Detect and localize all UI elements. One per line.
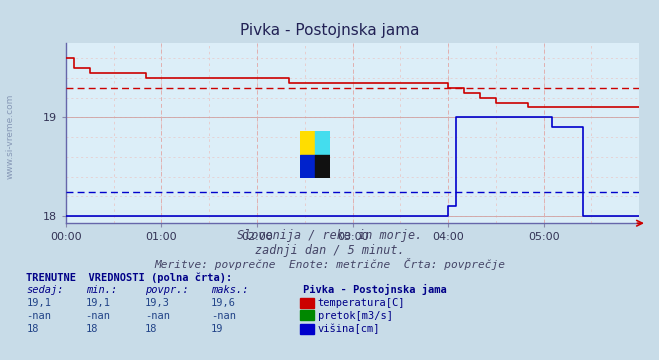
Text: 19,6: 19,6	[211, 298, 236, 308]
Bar	[300, 131, 315, 155]
Text: višina[cm]: višina[cm]	[318, 324, 380, 334]
Text: Pivka - Postojnska jama: Pivka - Postojnska jama	[240, 23, 419, 39]
Text: Slovenija / reke in morje.: Slovenija / reke in morje.	[237, 229, 422, 242]
Text: 18: 18	[26, 324, 39, 334]
Text: 19,3: 19,3	[145, 298, 170, 308]
Text: -nan: -nan	[145, 311, 170, 321]
Text: zadnji dan / 5 minut.: zadnji dan / 5 minut.	[254, 244, 405, 257]
Text: TRENUTNE  VREDNOSTI (polna črta):: TRENUTNE VREDNOSTI (polna črta):	[26, 272, 233, 283]
Text: 19,1: 19,1	[86, 298, 111, 308]
Bar	[315, 155, 330, 178]
Text: Pivka - Postojnska jama: Pivka - Postojnska jama	[303, 284, 447, 296]
Text: Meritve: povprečne  Enote: metrične  Črta: povprečje: Meritve: povprečne Enote: metrične Črta:…	[154, 258, 505, 270]
Text: -nan: -nan	[211, 311, 236, 321]
Text: maks.:: maks.:	[211, 285, 248, 296]
Text: sedaj:: sedaj:	[26, 285, 64, 296]
Text: 18: 18	[145, 324, 158, 334]
Text: temperatura[C]: temperatura[C]	[318, 298, 405, 308]
Bar	[300, 155, 315, 178]
Text: 19,1: 19,1	[26, 298, 51, 308]
Text: 18: 18	[86, 324, 98, 334]
Text: -nan: -nan	[86, 311, 111, 321]
Bar	[315, 131, 330, 155]
Text: -nan: -nan	[26, 311, 51, 321]
Text: pretok[m3/s]: pretok[m3/s]	[318, 311, 393, 321]
Text: min.:: min.:	[86, 285, 117, 296]
Text: www.si-vreme.com: www.si-vreme.com	[5, 94, 14, 180]
Text: povpr.:: povpr.:	[145, 285, 188, 296]
Text: 19: 19	[211, 324, 223, 334]
